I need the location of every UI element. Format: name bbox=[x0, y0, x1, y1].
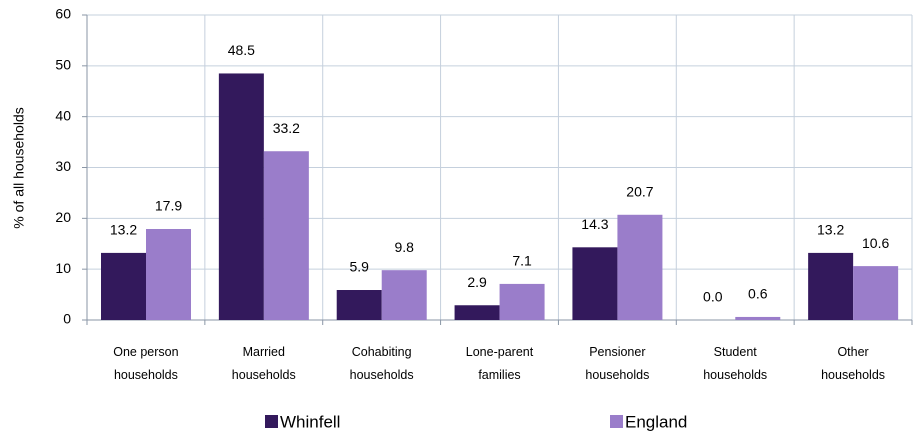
y-axis-label: % of all households bbox=[11, 107, 27, 228]
bar bbox=[735, 316, 781, 320]
x-tick-label: One person households bbox=[113, 345, 178, 382]
y-tick-label: 0 bbox=[63, 311, 71, 327]
value-label: 7.1 bbox=[512, 253, 532, 269]
bar bbox=[617, 214, 663, 320]
y-tick-label: 20 bbox=[55, 209, 71, 225]
bar bbox=[101, 252, 146, 320]
value-label: 14.3 bbox=[581, 216, 608, 232]
legend-label: England bbox=[625, 412, 687, 431]
value-label: 13.2 bbox=[817, 222, 844, 238]
value-label: 0.0 bbox=[703, 289, 723, 305]
value-label: 33.2 bbox=[273, 120, 300, 136]
value-label: 2.9 bbox=[467, 274, 487, 290]
bar bbox=[263, 151, 309, 320]
x-tick-label: Pensioner households bbox=[585, 345, 649, 382]
bar bbox=[499, 283, 545, 320]
y-tick-label: 60 bbox=[55, 6, 71, 22]
value-label: 5.9 bbox=[349, 259, 369, 275]
bar bbox=[808, 252, 854, 320]
legend-swatch bbox=[265, 415, 278, 428]
value-label: 0.6 bbox=[748, 286, 768, 302]
legend-swatch bbox=[610, 415, 623, 428]
legend-label: Whinfell bbox=[280, 412, 340, 431]
x-tick-label: Student households bbox=[703, 345, 767, 382]
value-label: 20.7 bbox=[626, 183, 653, 199]
bar bbox=[381, 270, 427, 320]
y-tick-label: 30 bbox=[55, 158, 71, 174]
y-tick-label: 10 bbox=[55, 260, 71, 276]
value-label: 13.2 bbox=[110, 222, 137, 238]
bar bbox=[853, 266, 899, 320]
x-tick-label: Married households bbox=[232, 345, 296, 382]
bar bbox=[146, 229, 191, 320]
value-label: 48.5 bbox=[228, 42, 255, 58]
y-tick-label: 40 bbox=[55, 107, 71, 123]
bar bbox=[454, 305, 500, 320]
value-label: 9.8 bbox=[394, 239, 414, 255]
bar bbox=[336, 290, 382, 320]
y-tick-label: 50 bbox=[55, 57, 71, 73]
value-label: 10.6 bbox=[862, 235, 889, 251]
bar bbox=[218, 73, 264, 320]
value-label: 17.9 bbox=[155, 198, 182, 214]
x-tick-label: Lone-parent families bbox=[466, 345, 534, 382]
x-tick-label: Other households bbox=[821, 345, 885, 382]
x-tick-label: Cohabiting households bbox=[350, 345, 414, 382]
bar bbox=[572, 247, 618, 320]
